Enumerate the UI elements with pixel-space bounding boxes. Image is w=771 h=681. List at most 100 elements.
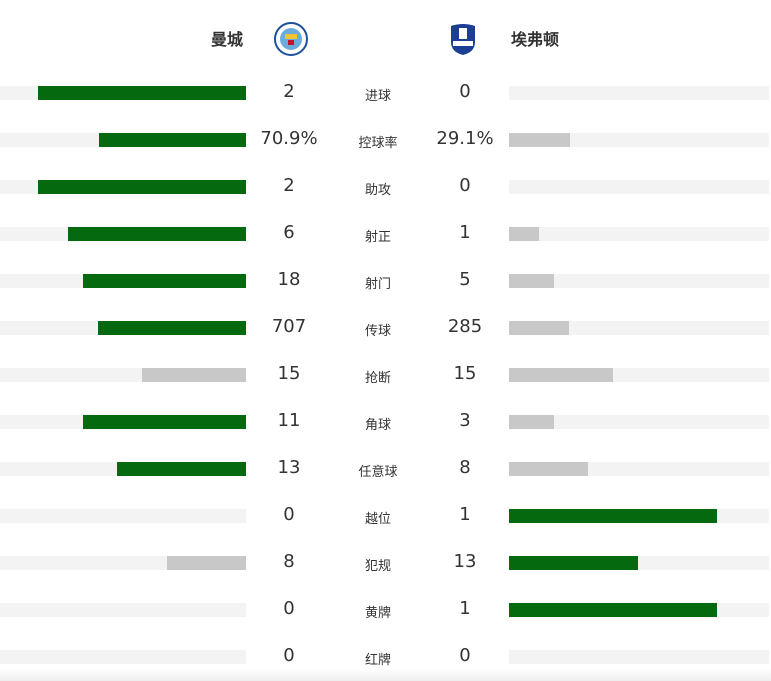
home-stat-value: 2: [283, 175, 295, 196]
stat-row: 0 红牌 0: [0, 642, 771, 672]
away-stat-value: 3: [459, 410, 471, 431]
home-bar: [166, 556, 246, 570]
home-bar: [117, 462, 246, 476]
manchester-city-crest-icon: [274, 22, 308, 56]
bottom-fade: [0, 669, 771, 681]
stat-label: 红牌: [364, 653, 391, 668]
stat-label: 角球: [364, 418, 391, 433]
home-bar-track: [0, 650, 246, 664]
home-bar-track: [0, 556, 246, 570]
away-bar-track: [509, 86, 769, 100]
away-bar-track: [509, 321, 769, 335]
stat-label: 助攻: [364, 183, 391, 198]
home-bar-track: [0, 133, 246, 147]
stat-row: 18 射门 5: [0, 266, 771, 296]
home-bar: [38, 86, 246, 100]
stat-label: 越位: [364, 512, 391, 527]
away-stat-value: 5: [459, 269, 471, 290]
away-stat-value: 0: [459, 175, 471, 196]
home-bar-track: [0, 603, 246, 617]
home-stat-value: 0: [283, 645, 295, 666]
away-bar: [509, 227, 539, 241]
stat-row: 11 角球 3: [0, 407, 771, 437]
home-stat-value: 6: [283, 222, 295, 243]
everton-crest-icon: [451, 24, 475, 55]
away-bar-track: [509, 133, 769, 147]
away-bar: [509, 368, 613, 382]
away-bar-track: [509, 415, 769, 429]
stat-label: 传球: [364, 324, 391, 339]
home-bar: [67, 227, 246, 241]
away-bar: [509, 509, 717, 523]
home-bar-track: [0, 227, 246, 241]
home-bar: [82, 415, 246, 429]
stat-label: 进球: [364, 89, 391, 104]
home-bar: [97, 321, 246, 335]
away-bar: [509, 133, 570, 147]
home-stat-value: 2: [283, 81, 295, 102]
away-stat-value: 1: [459, 598, 471, 619]
home-stat-value: 0: [283, 504, 295, 525]
home-stat-value: 70.9%: [260, 128, 318, 149]
home-bar-track: [0, 368, 246, 382]
away-bar-track: [509, 180, 769, 194]
stat-label: 射正: [364, 230, 391, 245]
away-bar: [509, 556, 638, 570]
stat-label: 任意球: [358, 465, 398, 480]
stat-label: 抢断: [364, 371, 391, 386]
away-stat-value: 1: [459, 504, 471, 525]
away-bar-track: [509, 227, 769, 241]
stat-label: 犯规: [364, 559, 391, 574]
home-stat-value: 11: [277, 410, 301, 431]
home-bar-track: [0, 509, 246, 523]
home-stat-value: 13: [277, 457, 301, 478]
home-bar: [83, 274, 246, 288]
stat-label: 控球率: [358, 136, 398, 151]
away-bar-track: [509, 556, 769, 570]
away-bar-track: [509, 368, 769, 382]
stat-label: 黄牌: [364, 606, 391, 621]
away-bar: [509, 415, 554, 429]
home-stat-value: 707: [271, 316, 307, 337]
stat-row: 8 犯规 13: [0, 548, 771, 578]
away-bar: [509, 462, 589, 476]
stat-row: 2 助攻 0: [0, 172, 771, 202]
home-bar: [98, 133, 246, 147]
home-bar-track: [0, 180, 246, 194]
away-stat-value: 29.1%: [436, 128, 494, 149]
home-bar-track: [0, 462, 246, 476]
stat-row: 70.9% 控球率 29.1%: [0, 125, 771, 155]
away-bar: [509, 603, 717, 617]
away-bar-track: [509, 462, 769, 476]
home-stat-value: 0: [283, 598, 295, 619]
away-stat-value: 285: [447, 316, 483, 337]
stat-row: 15 抢断 15: [0, 360, 771, 390]
home-stat-value: 15: [277, 363, 301, 384]
away-stat-value: 15: [453, 363, 477, 384]
away-bar: [509, 321, 569, 335]
away-team-name: 埃弗顿: [511, 30, 560, 49]
home-bar-track: [0, 274, 246, 288]
home-bar-track: [0, 321, 246, 335]
home-bar-track: [0, 86, 246, 100]
home-team-name: 曼城: [211, 30, 244, 49]
home-stat-value: 8: [283, 551, 295, 572]
away-bar-track: [509, 650, 769, 664]
away-bar-track: [509, 274, 769, 288]
home-bar: [142, 368, 246, 382]
away-stat-value: 0: [459, 645, 471, 666]
home-bar: [38, 180, 246, 194]
away-stat-value: 0: [459, 81, 471, 102]
stat-row: 6 射正 1: [0, 219, 771, 249]
away-bar-track: [509, 603, 769, 617]
stat-label: 射门: [364, 277, 391, 292]
stat-row: 0 黄牌 1: [0, 595, 771, 625]
away-bar-track: [509, 509, 769, 523]
stat-row: 707 传球 285: [0, 313, 771, 343]
away-stat-value: 1: [459, 222, 471, 243]
stat-row: 2 进球 0: [0, 78, 771, 108]
home-stat-value: 18: [277, 269, 301, 290]
home-bar-track: [0, 415, 246, 429]
stat-row: 13 任意球 8: [0, 454, 771, 484]
stat-row: 0 越位 1: [0, 501, 771, 531]
